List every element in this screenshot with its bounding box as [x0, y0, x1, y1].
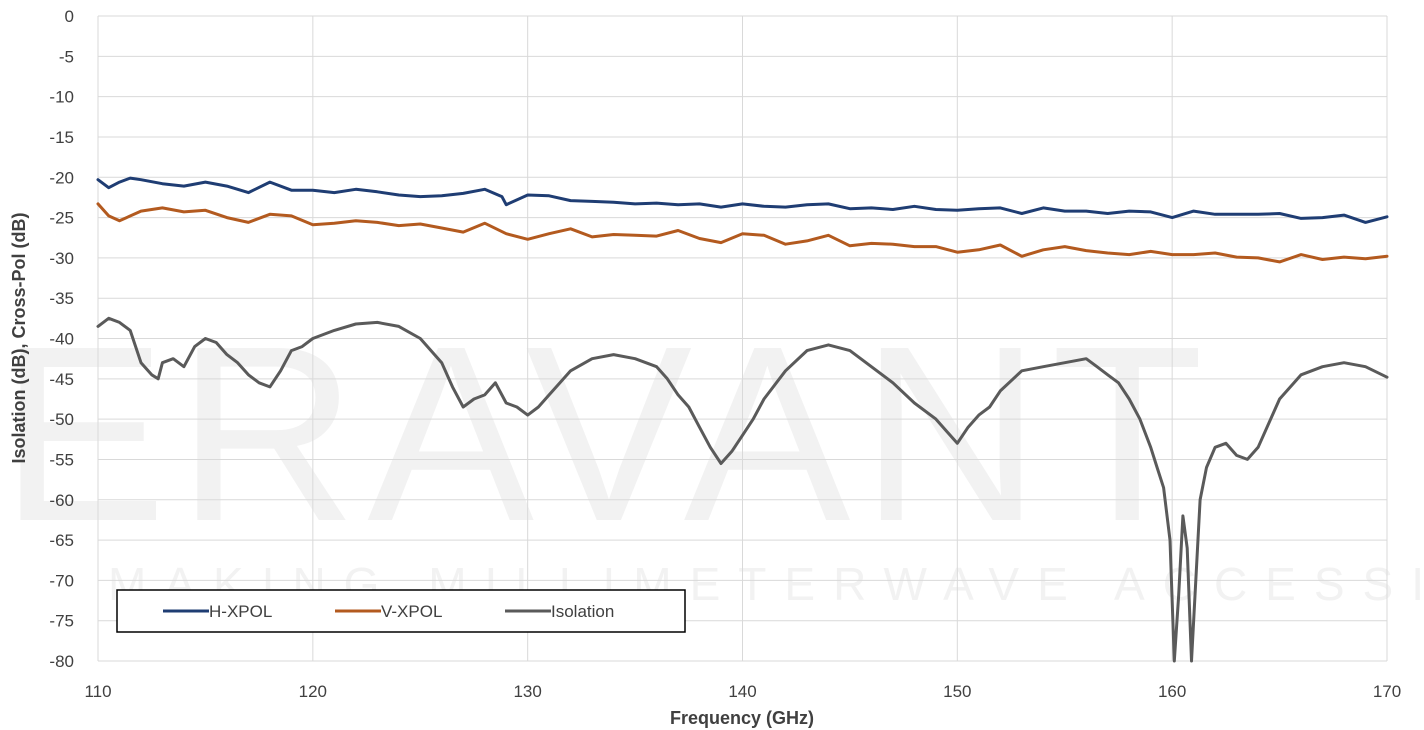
y-tick-label: -30	[49, 249, 74, 268]
legend-label: V-XPOL	[381, 602, 442, 621]
watermark-logo: ERAVANT	[0, 294, 1214, 573]
legend: H-XPOL V-XPOL Isolation	[116, 589, 686, 633]
series-line-isolation	[96, 316, 1389, 663]
series-line-h-xpol	[96, 176, 1389, 224]
y-axis-ticks: 0 -5 -10 -15 -20 -25 -30 -35 -40 -45 -50 -55 -60 -65 -…	[49, 7, 74, 671]
y-tick-label: -55	[49, 450, 74, 469]
y-tick-label: -70	[49, 571, 74, 590]
legend-label: H-XPOL	[209, 602, 272, 621]
y-tick-label: -10	[49, 88, 74, 107]
y-tick-label: -75	[49, 612, 74, 631]
x-tick-label: 120	[299, 682, 327, 701]
y-tick-label: -60	[49, 491, 74, 510]
y-tick-label: -35	[49, 289, 74, 308]
y-tick-label: -25	[49, 209, 74, 228]
y-tick-label: -5	[59, 47, 74, 66]
series-line-v-xpol	[96, 202, 1389, 264]
legend-label: Isolation	[551, 602, 614, 621]
x-axis-title: Frequency (GHz)	[670, 708, 814, 728]
watermark: ERAVANT MAKING MILLIMETERWAVE ACCESSIBLE	[0, 294, 1424, 610]
y-axis-title: Isolation (dB), Cross-Pol (dB)	[9, 213, 29, 464]
y-tick-label: -50	[49, 410, 74, 429]
y-tick-label: -45	[49, 370, 74, 389]
y-tick-label: -40	[49, 330, 74, 349]
y-tick-label: -15	[49, 128, 74, 147]
series-lines	[96, 176, 1389, 663]
x-tick-label: 130	[513, 682, 541, 701]
x-tick-label: 150	[943, 682, 971, 701]
x-tick-label: 160	[1158, 682, 1186, 701]
x-tick-label: 170	[1373, 682, 1401, 701]
y-tick-label: -65	[49, 531, 74, 550]
x-axis-ticks: 110 120 130 140 150 160 170	[84, 682, 1401, 701]
x-tick-label: 110	[84, 682, 111, 701]
legend-box	[116, 589, 686, 633]
x-tick-label: 140	[728, 682, 756, 701]
y-tick-label: 0	[65, 7, 74, 26]
y-tick-label: -80	[49, 652, 74, 671]
y-tick-label: -20	[49, 168, 74, 187]
